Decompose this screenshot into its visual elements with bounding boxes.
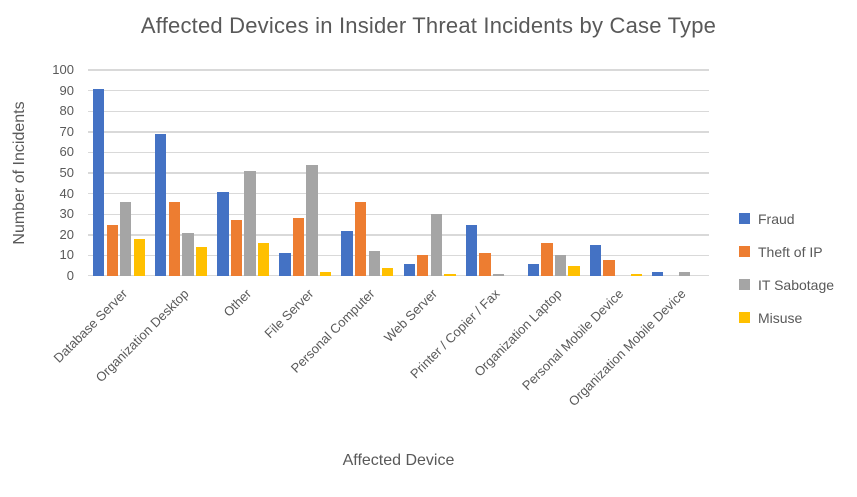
bar [444,273,456,276]
bar [120,201,132,276]
bar [603,259,615,276]
bar [341,230,353,276]
y-tick-label: 90 [59,82,74,98]
y-tick-label: 10 [59,247,74,263]
legend-label: Theft of IP [758,243,823,260]
legend-label: IT Sabotage [758,276,835,293]
bar [403,263,415,276]
x-tick-label: Other [220,286,254,320]
legend-item: Fraud [739,209,834,228]
x-axis-title: Affected Device [342,452,455,469]
bar [554,255,567,276]
x-tick-label: Organization Mobile Device [565,286,689,410]
bar [355,201,367,276]
bar [568,265,580,276]
chart-title: Affected Devices in Insider Threat Incid… [140,13,717,38]
legend-swatch [739,312,750,323]
bar [306,164,318,276]
y-tick-label: 40 [59,185,74,201]
bar [368,251,380,276]
legend-item: Theft of IP [739,242,834,261]
legend-label: Fraud [758,210,795,227]
y-tick-label: 50 [59,165,74,180]
bar [168,201,181,276]
y-tick-label: 70 [59,123,74,139]
legend-item: Misuse [739,308,834,327]
x-tick-label: Web Server [381,286,441,345]
bar [93,88,105,276]
gridline [88,274,709,276]
legend-label: Misuse [758,309,803,326]
plot-area [88,69,709,276]
y-tick-label: 30 [59,206,74,222]
y-tick-label: 0 [66,268,74,283]
gridline [88,89,709,92]
bar [589,245,602,276]
bar [465,224,477,276]
gridline [88,110,709,112]
bar [195,247,208,276]
bar [257,243,270,276]
bar [630,273,642,276]
bar [279,253,291,276]
bar [679,271,691,276]
y-tick-label: 80 [59,103,74,119]
y-axis: 0 10 20 30 40 50 60 70 80 90 100 [0,62,74,283]
bar [230,220,243,276]
bar [155,133,167,276]
legend-swatch [739,246,750,257]
x-axis: Database Server Organization Desktop Other… [50,280,709,450]
legend-item: IT Sabotage [739,275,834,294]
bar [651,271,664,276]
bar [182,232,194,276]
x-tick-label: Personal Mobile Device [519,286,627,394]
bar [541,243,553,276]
bar [492,273,505,276]
bar [292,218,305,276]
bar [217,191,229,276]
bar [382,267,394,276]
gridline [88,213,709,215]
bar [106,224,118,276]
bar [133,238,146,276]
bar [320,271,332,276]
y-tick-label: 100 [52,62,74,77]
gridline [88,131,709,133]
bar [479,253,491,276]
x-tick-label: File Server [260,286,316,342]
gridline [88,151,709,154]
gridline [88,254,709,257]
gridline [88,172,709,174]
legend-swatch [739,213,750,224]
y-tick-label: 20 [59,226,74,242]
legend: Fraud Theft of IP IT Sabotage Misuse [739,209,834,327]
gridline [88,192,709,195]
gridline [88,234,709,236]
bar [430,214,442,276]
bar [527,263,540,276]
legend-swatch [739,279,750,290]
y-tick-label: 60 [59,144,74,160]
bar [417,255,429,276]
bar [244,170,256,276]
gridline [88,69,709,71]
